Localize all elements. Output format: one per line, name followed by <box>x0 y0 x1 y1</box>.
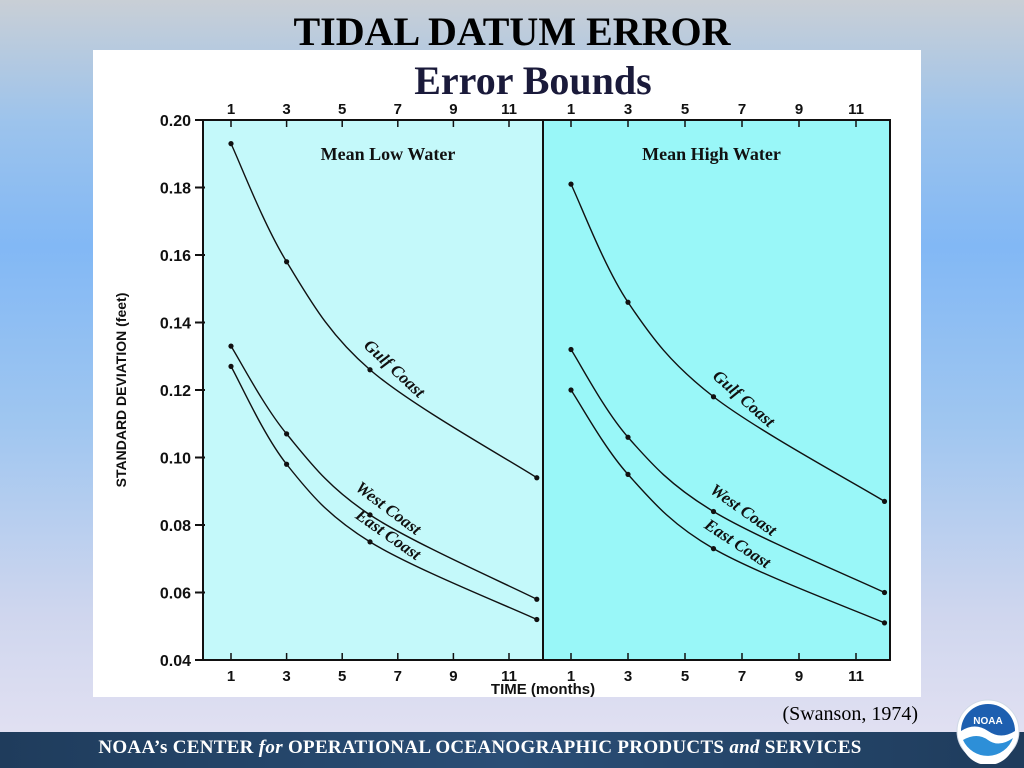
citation: (Swanson, 1974) <box>782 703 918 725</box>
x-tick-label-top: 11 <box>848 101 864 118</box>
data-point <box>710 394 717 400</box>
footer-for: for <box>258 737 283 758</box>
data-point <box>625 299 631 305</box>
footer-and: and <box>729 737 760 758</box>
footer-part-3: SERVICES <box>764 737 862 758</box>
x-tick-label-top: 7 <box>738 101 746 118</box>
x-tick-label-bottom: 9 <box>449 668 457 685</box>
data-point <box>625 434 631 440</box>
chart-title: Error Bounds <box>414 58 651 103</box>
x-tick-label-top: 11 <box>501 101 517 118</box>
data-point <box>534 475 540 481</box>
y-tick-label: 0.20 <box>160 113 191 130</box>
panel-title: Mean Low Water <box>321 144 456 164</box>
x-tick-label-bottom: 3 <box>624 668 632 685</box>
data-point <box>881 589 888 596</box>
y-tick-label: 0.16 <box>160 248 191 265</box>
data-point <box>568 387 574 393</box>
series-line-east-coast <box>570 389 885 624</box>
x-tick-label-top: 1 <box>567 101 575 118</box>
series-line-gulf-coast <box>230 143 538 479</box>
noaa-logo-icon: NOAA <box>956 699 1020 764</box>
x-tick-label-top: 3 <box>624 101 632 118</box>
panel-background-2 <box>542 119 891 661</box>
x-axis-title: TIME (months) <box>491 681 595 697</box>
data-point <box>625 471 631 477</box>
x-tick-label-bottom: 9 <box>795 668 803 685</box>
y-axis-title: STANDARD DEVIATION (feet) <box>113 293 129 488</box>
series-line-west-coast <box>570 349 885 594</box>
footer-text: NOAA’s CENTER for OPERATIONAL OCEANOGRAP… <box>0 737 960 759</box>
y-tick-label: 0.08 <box>160 518 191 535</box>
x-tick-label-bottom: 11 <box>848 668 864 685</box>
data-point <box>367 512 373 518</box>
x-tick-label-top: 3 <box>282 101 290 118</box>
slide-title: TIDAL DATUM ERROR <box>293 9 731 54</box>
data-point <box>568 181 574 187</box>
x-tick-label-bottom: 5 <box>681 668 689 685</box>
x-tick-label-bottom: 11 <box>501 668 517 685</box>
x-tick-label-top: 9 <box>795 101 803 118</box>
x-tick-label-bottom: 3 <box>282 668 290 685</box>
x-tick-label-top: 1 <box>227 101 235 118</box>
data-point <box>367 367 373 373</box>
data-point <box>881 498 888 504</box>
data-point <box>228 343 234 349</box>
data-point <box>284 431 290 437</box>
y-tick-label: 0.14 <box>160 316 191 333</box>
series-line-gulf-coast <box>570 183 885 502</box>
footer-bar: NOAA’s CENTER for OPERATIONAL OCEANOGRAP… <box>0 732 1024 768</box>
chart-panel: Error Bounds 0.04 0.06 0.08 0.10 0.12 0.14 0.1… <box>93 50 921 697</box>
panel-title: Mean High Water <box>642 144 781 164</box>
data-point <box>710 508 717 515</box>
y-tick-label: 0.12 <box>160 383 191 400</box>
x-tick-label-top: 7 <box>394 101 402 118</box>
error-bounds-chart: Error Bounds 0.04 0.06 0.08 0.10 0.12 0.14 0.1… <box>113 58 891 697</box>
footer-part-2: OPERATIONAL OCEANOGRAPHIC PRODUCTS <box>287 737 725 758</box>
x-tick-label-bottom: 1 <box>227 668 235 685</box>
data-point <box>228 141 234 147</box>
data-point <box>534 596 540 602</box>
x-tick-label-bottom: 5 <box>338 668 346 685</box>
series-line-west-coast <box>230 345 538 600</box>
series-line-east-coast <box>230 366 538 621</box>
panel-background-1 <box>202 119 544 661</box>
x-tick-label-top: 5 <box>681 101 689 118</box>
data-point <box>710 546 717 552</box>
data-point <box>881 620 888 626</box>
x-tick-label-top: 9 <box>449 101 457 118</box>
y-tick-label: 0.10 <box>160 451 191 468</box>
y-tick-label: 0.04 <box>160 653 191 670</box>
data-point <box>228 363 234 369</box>
y-tick-label: 0.18 <box>160 181 191 198</box>
footer-part-1: NOAA’s CENTER <box>98 737 254 758</box>
x-tick-label-bottom: 7 <box>394 668 402 685</box>
data-point <box>284 259 290 265</box>
y-tick-label: 0.06 <box>160 586 191 603</box>
data-point <box>284 461 290 467</box>
data-point <box>568 346 574 353</box>
data-point <box>367 539 373 545</box>
x-tick-label-bottom: 7 <box>738 668 746 685</box>
data-point <box>534 616 540 623</box>
x-tick-label-top: 5 <box>338 101 346 118</box>
noaa-logo-text: NOAA <box>973 716 1002 727</box>
x-tick-label-bottom: 1 <box>567 668 575 685</box>
